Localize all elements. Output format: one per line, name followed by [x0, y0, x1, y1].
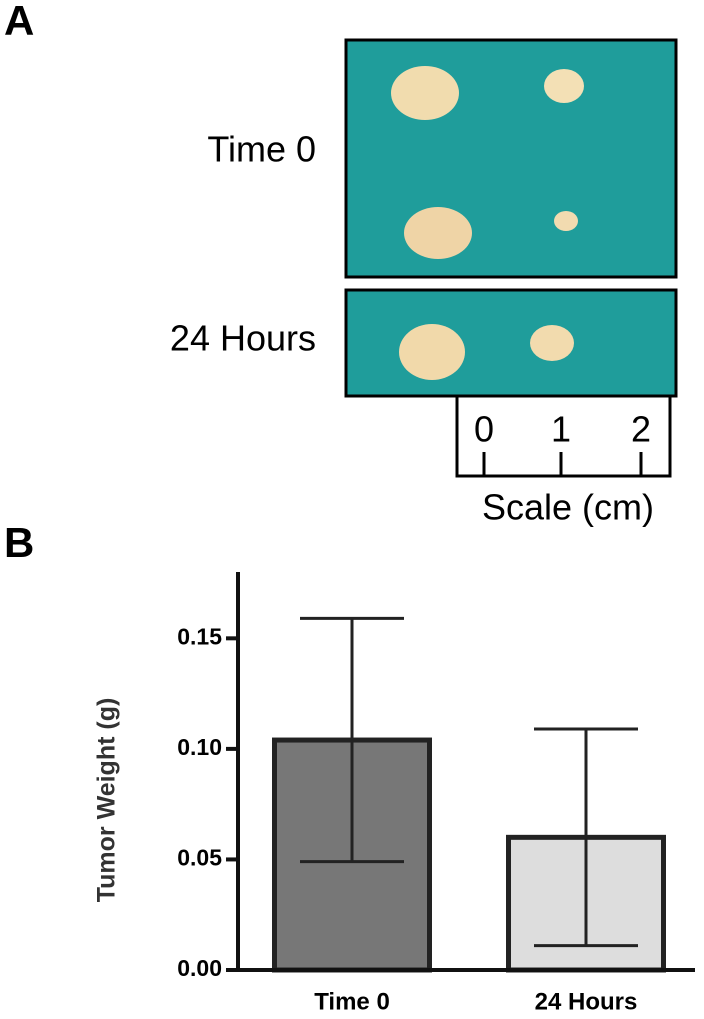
scale-label: Scale (cm)	[482, 487, 654, 528]
photo-top	[344, 38, 678, 279]
scale-ticks	[482, 452, 643, 476]
photo-bottom	[344, 288, 678, 398]
y-tick-label: 0.00	[177, 955, 222, 981]
x-tick-label: Time 0	[314, 988, 390, 1015]
row-label: 24 Hours	[170, 318, 316, 359]
y-tick-label: 0.10	[177, 734, 222, 760]
scale-frame	[455, 396, 672, 478]
panel-label: B	[4, 519, 34, 566]
y-tick-label: 0.15	[177, 623, 222, 649]
scale-tick-label: 2	[631, 409, 651, 450]
panel-label: A	[4, 0, 34, 44]
scale-tick-label: 0	[474, 409, 494, 450]
y-axis-title: Tumor Weight (g)	[93, 698, 121, 903]
row-label: Time 0	[207, 129, 316, 170]
scale-tick-label: 1	[551, 409, 571, 450]
x-tick-label: 24 Hours	[535, 988, 638, 1015]
y-tick-label: 0.05	[177, 845, 222, 871]
